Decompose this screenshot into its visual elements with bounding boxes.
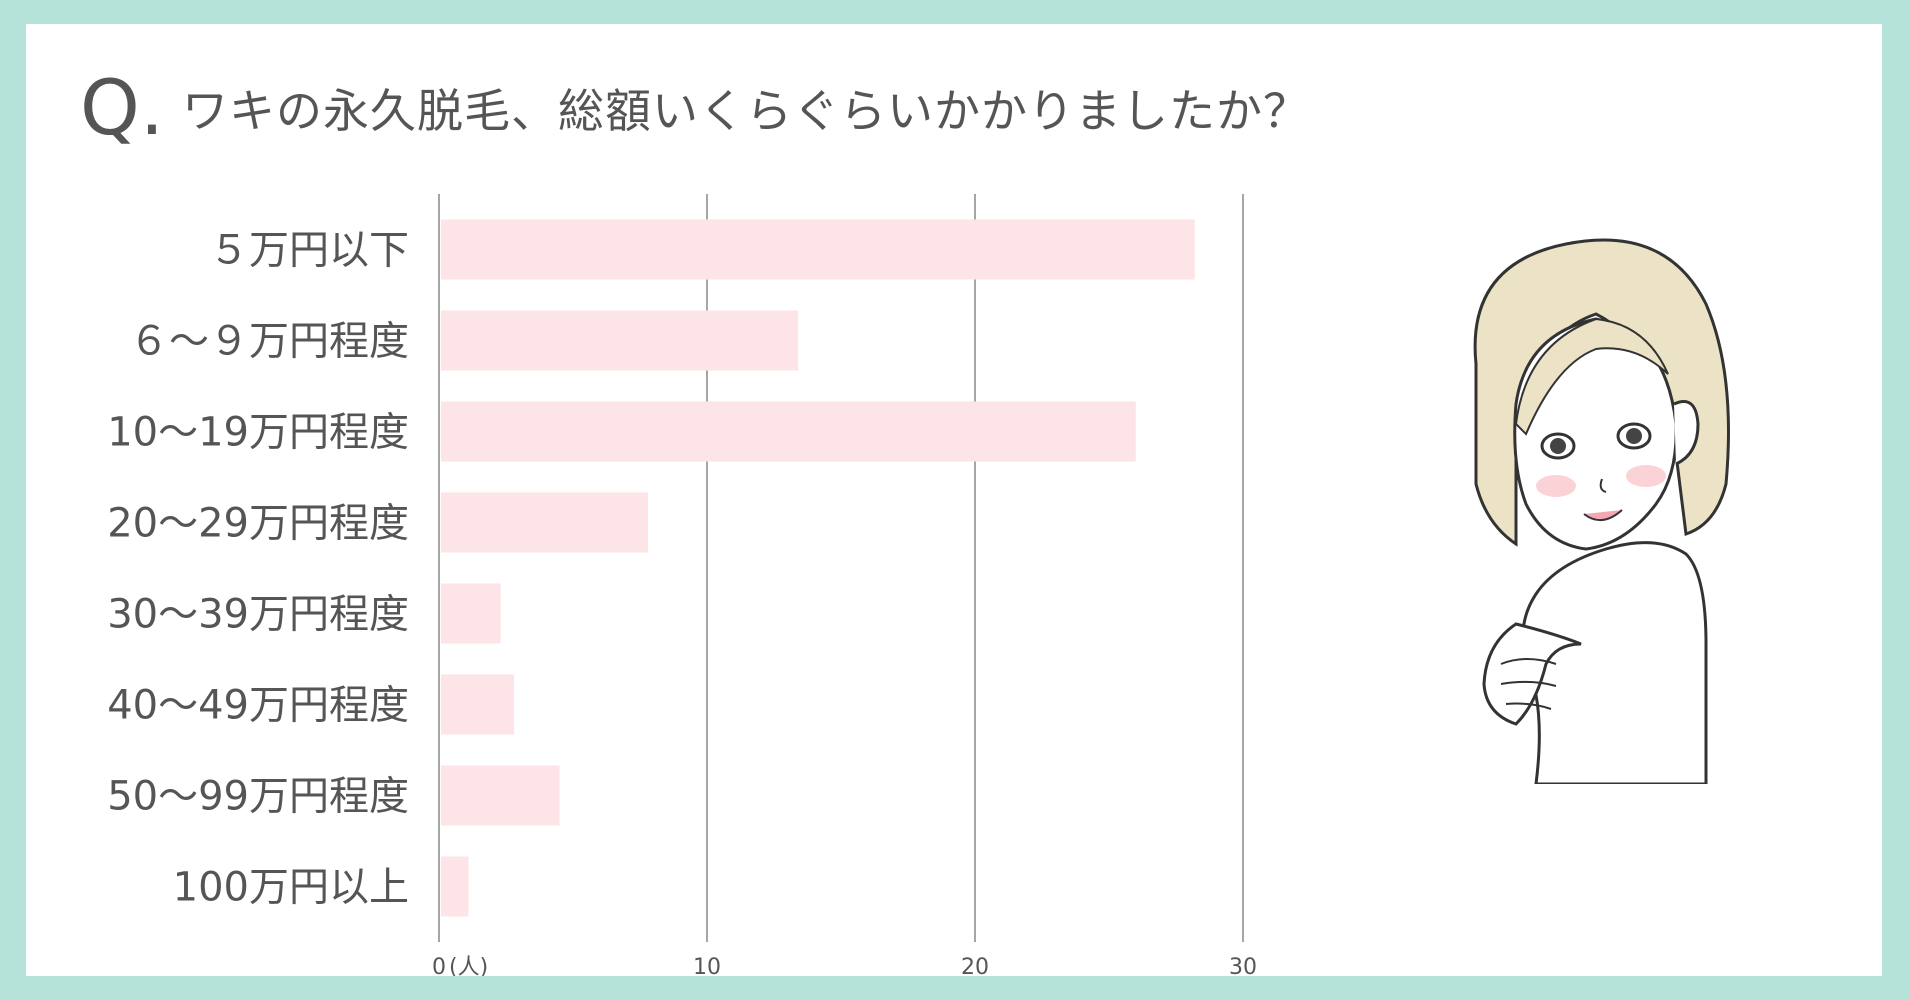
bar-0 <box>441 219 1195 280</box>
tick-label-30: 30 <box>1229 955 1257 976</box>
bar-4 <box>441 583 501 644</box>
bar-chart: 0 (人) 10 20 30 ５万円以下 ６～９万円程度 10～19万円程度 20～29万円程度… <box>107 194 1257 976</box>
category-label-7: 100万円以上 <box>173 865 409 911</box>
category-label-3: 20～29万円程度 <box>107 501 409 547</box>
chart-title: ワキの永久脱毛、総額いくらぐらいかかりましたか？ <box>182 84 1310 138</box>
category-label-2: 10～19万円程度 <box>107 410 409 456</box>
category-label-0: ５万円以下 <box>209 228 409 274</box>
category-label-4: 30～39万円程度 <box>107 592 409 638</box>
woman-illustration-icon <box>1473 238 1730 784</box>
category-label-1: ６～９万円程度 <box>129 319 409 365</box>
bar-1 <box>441 310 799 371</box>
chart-card: Q. ワキの永久脱毛、総額いくらぐらいかかりましたか？ 0 (人) 10 20 30 ５万… <box>26 24 1882 976</box>
tick-label-10: 10 <box>693 955 721 976</box>
axis-unit-label: (人) <box>449 955 488 976</box>
category-label-5: 40～49万円程度 <box>107 683 409 729</box>
tick-label-0: 0 <box>432 955 446 976</box>
bar-5 <box>441 674 515 735</box>
bar-7 <box>441 856 469 917</box>
bar-2 <box>441 401 1136 462</box>
tick-label-20: 20 <box>961 955 989 976</box>
bar-3 <box>441 492 649 553</box>
question-mark: Q. <box>80 63 164 152</box>
category-label-6: 50～99万円程度 <box>107 774 409 820</box>
bar-6 <box>441 765 560 826</box>
